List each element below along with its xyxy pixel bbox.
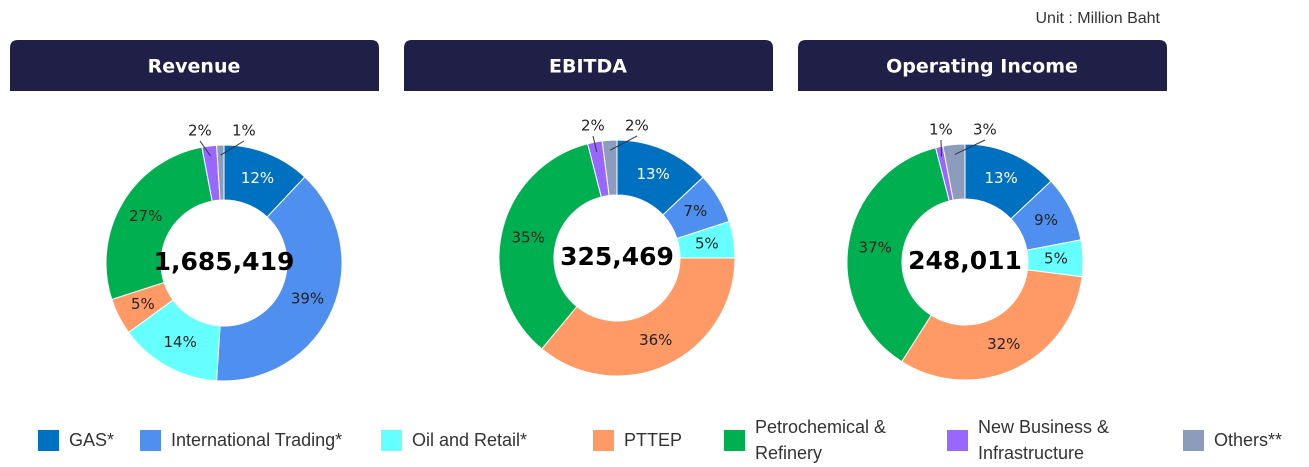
header-bar [404,40,773,91]
charts: Unit : Million Baht Revenue 12% 39% 14% 5% 27… [10,10,1167,382]
donut-slice [541,257,736,377]
legend-swatch [1183,429,1204,451]
chart-title: Operating Income [886,56,1078,78]
donut-slice [942,143,966,201]
legend: GAS* International Trading* Oil and Retail… [0,408,1309,467]
header-bar [798,40,1167,91]
chart-title: EBITDA [549,56,627,78]
legend-item: Oil and Retail* [381,418,591,462]
legend-label: New Business & Infrastructure [978,417,1110,463]
slice-label: 5% [1044,250,1068,268]
chart-title: Revenue [148,56,241,78]
slice-label: 3% [973,121,997,139]
donut-slice [846,147,950,363]
legend-label: Oil and Retail* [412,430,528,450]
slice-label: 36% [639,331,672,349]
leader-line [954,139,986,155]
slice-label: 7% [683,202,707,220]
donut-slice [498,143,602,350]
slice-label: 14% [163,333,196,351]
legend-item: New Business & Infrastructure [947,417,1167,463]
total-value: 1,685,419 [154,247,295,276]
legend-item: Others** [1183,418,1303,462]
slice-label: 2% [581,117,605,135]
slice-label: 1% [232,122,256,140]
slice-label: 37% [858,238,891,256]
legend-swatch [724,429,745,451]
legend-label: PTTEP [624,430,683,450]
legend-swatch [38,429,59,451]
legend-item: GAS* [38,418,158,462]
slice-label: 13% [636,165,669,183]
slice-label: 13% [984,169,1017,187]
legend-label: Others** [1214,430,1283,450]
slice-label: 5% [695,234,719,252]
donut-slice [105,146,213,301]
leader-line [199,140,211,157]
slice-label: 2% [625,117,649,135]
slice-label: 1% [929,121,953,139]
donut-slice [901,269,1083,381]
legend-item: Petrochemical & Refinery [724,417,924,463]
donut-slice [216,176,343,382]
legend-swatch [140,429,161,451]
header-bar [10,40,379,91]
total-value: 325,469 [560,242,674,271]
legend-label: Petrochemical & Refinery [755,417,887,463]
slice-label: 35% [512,229,545,247]
legend-label: GAS* [69,430,115,450]
leader-line [609,135,638,151]
slice-label: 32% [987,335,1020,353]
total-value: 248,011 [908,246,1022,275]
unit-note: Unit : Million Baht [1036,10,1161,27]
legend-swatch [381,429,402,451]
slice-label: 2% [188,122,212,140]
slice-label: 39% [291,290,324,308]
leader-line [592,135,598,153]
slice-label: 5% [131,295,155,313]
slice-label: 27% [129,207,162,225]
legend-item: International Trading* [140,418,380,462]
donut-slice [216,144,225,201]
legend-item: PTTEP [593,418,723,462]
legend-label: International Trading* [171,430,343,450]
leader-line [220,140,245,156]
legend-swatch [593,429,614,451]
legend-swatch [947,429,968,451]
slice-label: 9% [1034,211,1058,229]
slice-label: 12% [241,169,274,187]
donut-slice [601,139,618,197]
